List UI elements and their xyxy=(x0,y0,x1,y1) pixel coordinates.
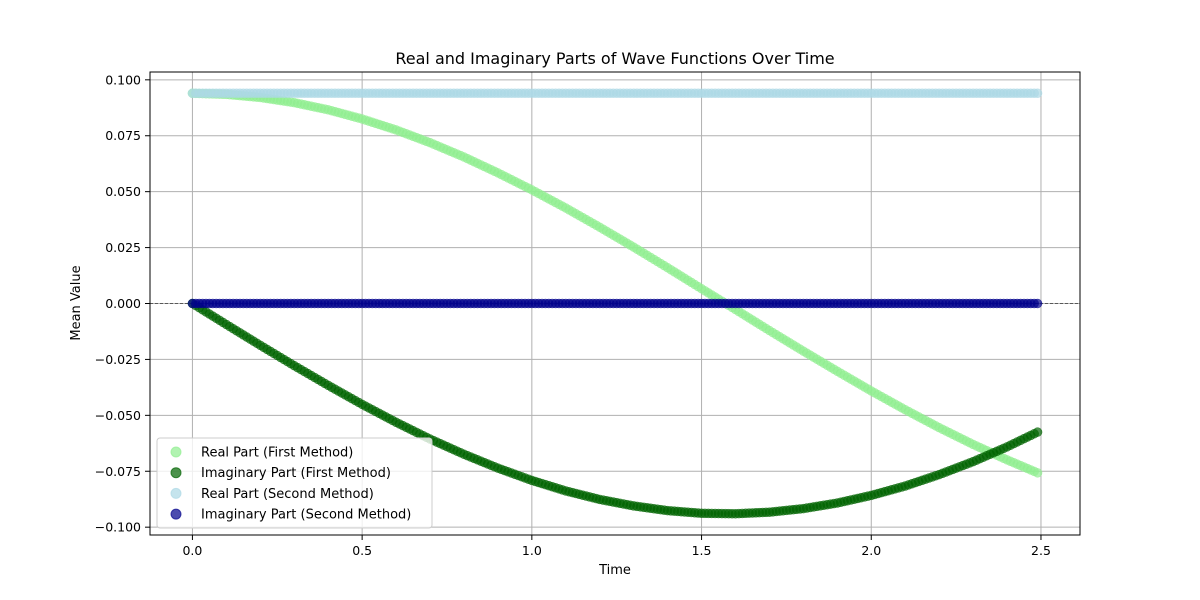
legend-label: Real Part (First Method) xyxy=(201,446,353,461)
legend: Real Part (First Method) Imaginary Part (… xyxy=(156,437,433,529)
legend-label: Imaginary Part (Second Method) xyxy=(201,508,411,523)
y-tick-label: 0.075 xyxy=(105,128,141,143)
y-axis-label: Mean Value xyxy=(69,265,84,340)
x-tick-label: 1.0 xyxy=(522,543,542,558)
y-tick-label: 0.050 xyxy=(105,184,141,199)
x-axis-ticks: 0.0 0.5 1.0 1.5 2.0 2.5 xyxy=(182,535,1051,558)
data-point xyxy=(1032,298,1043,309)
y-tick-label: 0.000 xyxy=(105,296,141,311)
y-tick-label: 0.025 xyxy=(105,240,141,255)
series-2-points xyxy=(187,298,1043,519)
y-tick-label: −0.025 xyxy=(95,352,141,367)
x-axis-label: Time xyxy=(598,563,631,578)
y-axis-ticks: 0.100 0.075 0.050 0.025 0.000 −0.025 −0.050 −0.… xyxy=(95,72,150,535)
x-tick-label: 0.0 xyxy=(182,543,202,558)
x-tick-label: 2.5 xyxy=(1031,543,1051,558)
legend-marker xyxy=(170,446,182,458)
x-tick-label: 1.5 xyxy=(692,543,712,558)
y-tick-label: 0.100 xyxy=(105,72,141,87)
x-tick-label: 0.5 xyxy=(352,543,372,558)
legend-label: Imaginary Part (First Method) xyxy=(201,466,391,481)
data-point xyxy=(1032,88,1043,98)
series-4-points xyxy=(187,298,1043,309)
series-3-points xyxy=(187,88,1043,98)
y-tick-label: −0.100 xyxy=(95,520,141,535)
data-points xyxy=(187,88,1043,519)
legend-label: Real Part (Second Method) xyxy=(201,487,374,502)
y-tick-label: −0.075 xyxy=(95,464,141,479)
chart-title: Real and Imaginary Parts of Wave Functio… xyxy=(395,49,834,68)
x-tick-label: 2.0 xyxy=(861,543,881,558)
legend-marker xyxy=(170,508,182,520)
legend-marker xyxy=(170,487,182,499)
data-point xyxy=(1032,427,1043,437)
y-tick-label: −0.050 xyxy=(95,408,141,423)
legend-box xyxy=(156,437,433,529)
legend-marker xyxy=(170,467,182,479)
data-point xyxy=(1032,468,1043,478)
